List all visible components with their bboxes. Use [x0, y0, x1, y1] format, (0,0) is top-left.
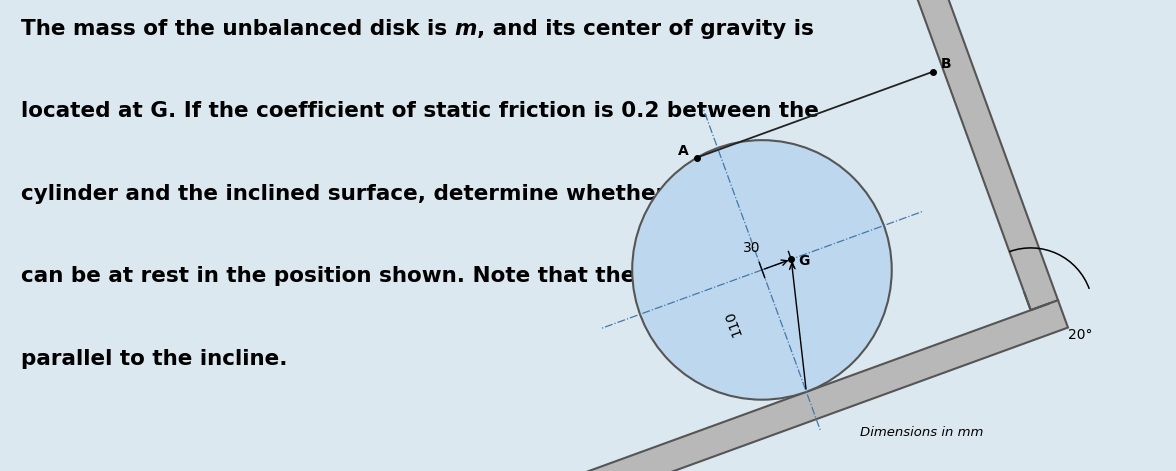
Text: B: B — [941, 57, 951, 71]
Text: A: A — [679, 145, 689, 158]
Text: G: G — [799, 254, 810, 268]
Polygon shape — [914, 0, 1058, 310]
Circle shape — [633, 140, 891, 400]
Text: 20°: 20° — [1068, 328, 1093, 342]
Text: located at G. If the coefficient of static friction is 0.2 between the: located at G. If the coefficient of stat… — [21, 101, 818, 121]
Text: can be at rest in the position shown. Note that the string AB is: can be at rest in the position shown. No… — [21, 266, 783, 286]
Text: Dimensions in mm: Dimensions in mm — [860, 426, 983, 439]
Polygon shape — [505, 300, 1068, 471]
Text: m: m — [455, 19, 477, 39]
Text: 110: 110 — [722, 308, 744, 338]
Text: 30: 30 — [743, 241, 761, 255]
Text: parallel to the incline.: parallel to the incline. — [21, 349, 288, 368]
Text: , and its center of gravity is: , and its center of gravity is — [477, 19, 814, 39]
Text: The mass of the unbalanced disk is: The mass of the unbalanced disk is — [21, 19, 455, 39]
Text: cylinder and the inclined surface, determine whether the cylinder: cylinder and the inclined surface, deter… — [21, 184, 818, 203]
